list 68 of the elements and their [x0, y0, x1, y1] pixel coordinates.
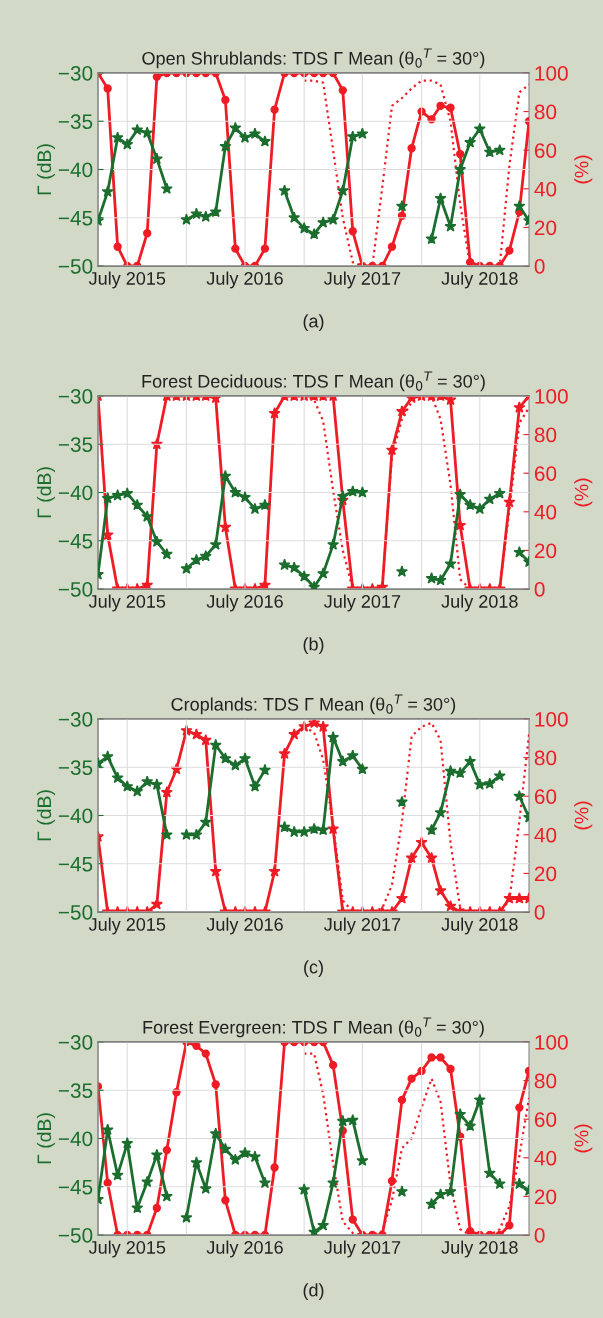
y-tick-label: −40: [58, 808, 93, 824]
y-tick-label: −45: [58, 210, 93, 226]
x-tick-label: July 2017: [324, 1240, 401, 1258]
y2-tick-label: 40: [534, 181, 557, 197]
y2-tick-label: 40: [534, 1150, 557, 1166]
y2-tick-label: 40: [534, 504, 557, 520]
y2-tick-label: 60: [534, 466, 557, 481]
y-tick-label: −30: [58, 712, 93, 727]
y-tick-label: −40: [58, 485, 93, 501]
chart-title: Croplands: TDS Γ Mean (θ$_{0}$$^{T}$ = 30°): [171, 694, 456, 715]
y2-tick-label: 80: [534, 104, 557, 120]
y2-tick-label: 100: [535, 389, 568, 404]
y-tick-label: −35: [58, 1083, 93, 1098]
y2-axis-title: (%): [574, 478, 593, 507]
text: (a): [303, 314, 324, 332]
text: (c): [304, 960, 323, 978]
x-tick-label: July 2016: [206, 594, 283, 612]
y2-tick-label: 0: [534, 582, 545, 597]
y2-tick-label: 0: [534, 259, 545, 274]
y2-tick-label: 80: [534, 427, 557, 443]
y2-tick-label: 100: [535, 712, 568, 727]
y2-tick-label: 60: [534, 143, 557, 158]
y2-tick-label: 20: [534, 866, 557, 882]
y2-tick-label: 20: [534, 220, 557, 236]
x-tick-label: July 2016: [206, 1240, 283, 1258]
y2-tick-label: 80: [534, 1073, 557, 1089]
y-tick-label: −45: [58, 533, 93, 549]
x-tick-label: July 2018: [441, 271, 518, 289]
y-tick-label: −35: [58, 114, 93, 129]
y2-tick-label: 40: [534, 827, 557, 843]
y-tick-label: −35: [58, 760, 93, 775]
x-tick-label: July 2017: [324, 917, 401, 935]
y2-tick-label: 100: [535, 1035, 568, 1050]
y-tick-label: −40: [58, 162, 93, 178]
text: (d): [303, 1283, 324, 1301]
y-tick-label: −45: [58, 856, 93, 872]
y-tick-label: −30: [58, 66, 93, 81]
x-tick-label: July 2016: [206, 271, 283, 289]
text: (b): [303, 637, 324, 655]
x-tick-label: July 2018: [441, 594, 518, 612]
y2-tick-label: 20: [534, 543, 557, 559]
y2-tick-label: 0: [534, 905, 545, 920]
y-tick-label: −30: [58, 1035, 93, 1050]
y-tick-label: −45: [58, 1179, 93, 1195]
chart-title: Open Shrublands: TDS Γ Mean (θ$_{0}$$^{T}$ = 30°): [142, 48, 485, 69]
y-axis-title: Γ (dB): [36, 790, 56, 841]
y2-tick-label: 20: [534, 1189, 557, 1205]
x-tick-label: July 2016: [206, 917, 283, 935]
y-axis-title: Γ (dB): [36, 467, 56, 518]
y-tick-label: −30: [58, 389, 93, 404]
y-axis-title: Γ (dB): [36, 1113, 56, 1164]
y2-axis-title: (%): [574, 155, 593, 184]
y-axis-title: Γ (dB): [36, 144, 56, 195]
chart-title: Forest Deciduous: TDS Γ Mean (θ$_{0}$$^{T}$ = 30°): [142, 371, 485, 392]
y-tick-label: −35: [58, 437, 93, 452]
x-tick-label: July 2018: [441, 1240, 518, 1258]
y2-tick-label: 0: [534, 1228, 545, 1243]
y2-axis-title: (%): [574, 801, 593, 830]
x-tick-label: July 2017: [324, 594, 401, 612]
y-tick-label: −40: [58, 1131, 93, 1147]
x-tick-label: July 2018: [441, 917, 518, 935]
chart-title: Forest Evergreen: TDS Γ Mean (θ$_{0}$$^{T}$ = 30°): [143, 1017, 484, 1038]
x-tick-label: July 2017: [324, 271, 401, 289]
y2-tick-label: 60: [534, 789, 557, 804]
y2-axis-title: (%): [574, 1124, 593, 1153]
y2-tick-label: 80: [534, 750, 557, 766]
y2-tick-label: 60: [534, 1112, 557, 1127]
y2-tick-label: 100: [535, 66, 568, 81]
